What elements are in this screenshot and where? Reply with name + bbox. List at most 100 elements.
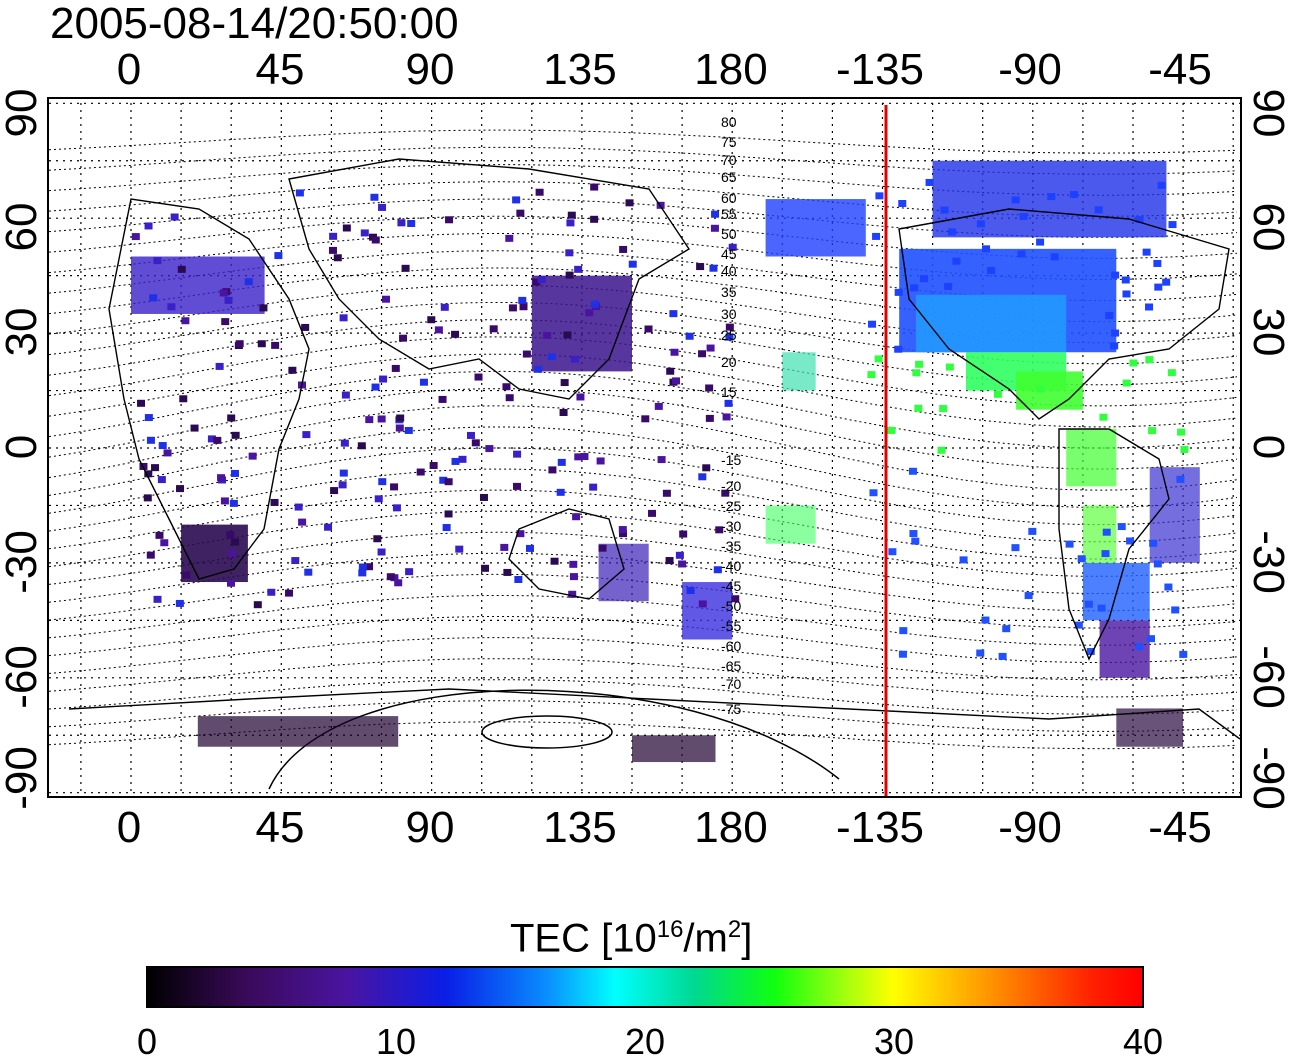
bottom-lon-label: -45 [1148,803,1212,852]
tec-cell [686,586,695,594]
tec-cell [728,243,737,251]
top-lon-label: 45 [255,45,305,94]
tec-cell [155,531,164,539]
coastlines [68,158,1240,740]
tec-cell [1110,342,1119,350]
coastline [68,688,1240,740]
top-lon-label: 135 [543,45,617,94]
tec-cell [1116,708,1184,747]
mag-lat-contour [49,215,1238,259]
tec-cell [339,469,348,477]
tec-cell [407,219,416,227]
tec-cell [170,213,179,221]
tec-cell [179,395,188,403]
right-lat-label: 90 [1244,88,1292,138]
tec-cell [474,373,483,381]
tec-cell [513,450,522,458]
tec-cell [925,178,934,186]
bottom-lon-label: 135 [543,803,617,852]
left-lat-label: 90 [0,88,46,138]
tec-cell [429,462,438,470]
tec-cell [479,493,488,501]
tec-cell [678,560,687,568]
tec-cell [654,402,663,410]
tec-cell [709,264,718,272]
tec-cell [724,399,733,407]
tec-cell [875,192,884,200]
tec-cell [675,551,684,559]
bottom-lon-label: 90 [405,803,455,852]
left-lat-label: 60 [0,202,46,252]
tec-cell [227,579,236,587]
tec-cell [899,627,908,635]
tec-cell [274,252,283,260]
colorbar-title-close: ] [741,916,753,961]
tec-cell [648,509,657,517]
tec-cell [998,652,1007,660]
tec-cell [625,199,634,207]
tec-cell [176,485,185,493]
tec-cell [1162,278,1171,286]
tec-cell [1171,606,1180,614]
contour-label: -45 [721,578,741,594]
tec-cell [910,284,919,292]
tec-cell [197,716,399,747]
tec-cell [566,219,575,227]
tec-cell [1065,540,1074,548]
tec-cell [505,234,514,242]
contour-label: -70 [721,676,741,692]
contour-label: -50 [721,598,741,614]
tec-cell [1164,583,1173,591]
tec-cell [702,464,711,472]
tec-cell [1017,250,1026,258]
tec-cell [874,355,883,363]
mag-lat-contour [49,552,1238,612]
tec-cell [340,439,349,447]
tec-map-canvas: 8075706560555045403530252015-15-20-25-30… [49,102,1240,796]
tec-cell [143,494,152,502]
tec-cell [1179,650,1188,658]
tec-cell [888,548,897,556]
tec-cell [229,499,238,507]
tec-cell [585,309,594,317]
colorbar [146,966,1144,1008]
tec-cell [302,431,311,439]
tec-cell [560,379,569,387]
tec-cell [569,573,578,581]
tec-cell [887,426,896,434]
tec-cell [1101,550,1110,558]
tec-cell [298,518,307,526]
tec-cell [706,344,715,352]
tec-cell [1019,213,1028,221]
tec-cell [175,599,184,607]
tec-cell [451,330,460,338]
mag-lat-contour [49,468,1238,543]
tec-cell [937,446,946,454]
tec-cell [466,431,475,439]
tec-cell [427,316,436,324]
tec-cell [481,564,490,572]
contour-label: 45 [721,246,737,262]
tec-cell [181,317,190,325]
tec-cell [657,456,666,464]
tec-cell [519,303,528,311]
tec-cell [1122,379,1131,387]
tec-cell [288,366,297,374]
tec-cell [670,348,679,356]
contour-label: 35 [721,284,737,300]
tec-cell [952,257,961,265]
tec-cell [666,367,675,375]
contour-label: -15 [721,452,741,468]
tec-cell [365,563,374,571]
contour-label: 15 [721,384,737,400]
tec-cell [948,228,957,236]
tec-cell [291,557,300,565]
mag-lat-contour [49,233,1238,280]
tec-cell [559,408,568,416]
colorbar-tick-label: 10 [375,1021,417,1062]
tec-cell [395,424,404,432]
tec-cell [1111,271,1120,279]
tec-cell [149,294,158,302]
tec-cell [590,183,599,191]
tec-cell [662,489,671,497]
